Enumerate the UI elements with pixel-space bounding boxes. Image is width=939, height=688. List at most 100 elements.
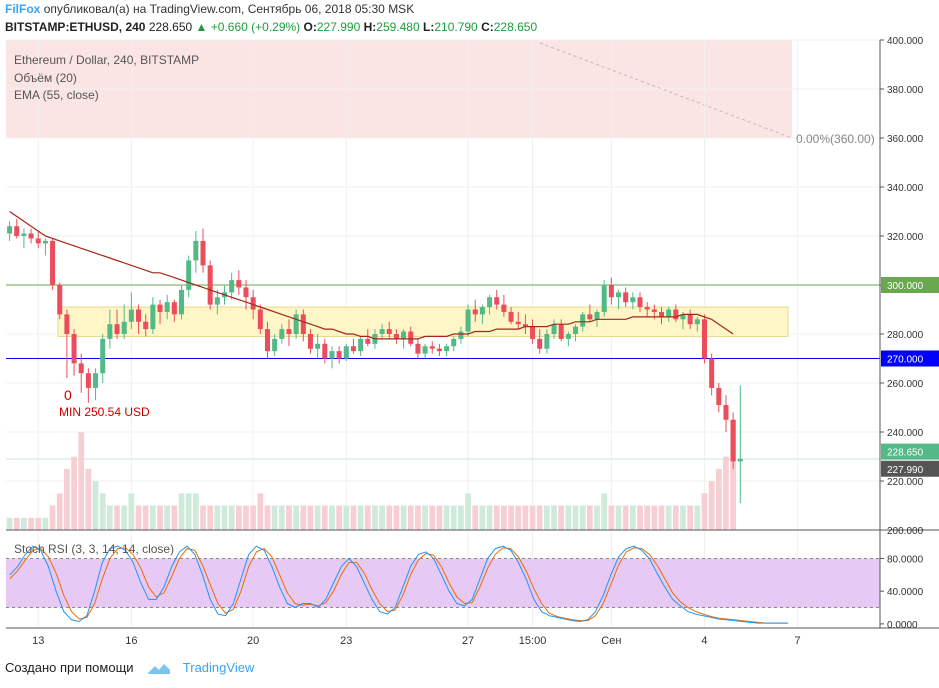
volume-bar	[723, 456, 729, 530]
candle-body	[673, 309, 679, 320]
volume-bar	[601, 493, 608, 530]
tradingview-logo-icon[interactable]	[147, 661, 171, 677]
candle-body	[386, 329, 392, 334]
volume-bar	[13, 517, 20, 530]
candle-body	[365, 338, 371, 344]
volume-bar	[107, 505, 113, 530]
candle-body	[637, 297, 643, 308]
candle-body	[100, 338, 106, 374]
candle-body	[472, 309, 478, 315]
candle-body	[436, 348, 442, 352]
footer: Создано при помощи TradingView	[5, 660, 254, 677]
candle-body	[623, 292, 629, 303]
badge-open-price: 227.990	[887, 465, 924, 476]
candle-body	[594, 311, 600, 320]
volume-bar	[694, 505, 701, 530]
volume-bar	[142, 505, 149, 530]
candle-body	[551, 324, 557, 334]
footer-brand[interactable]: TradingView	[182, 660, 255, 675]
y-tick-label: 240.000	[887, 428, 924, 439]
volume-bar	[429, 505, 436, 530]
volume-bar	[572, 505, 579, 530]
y-tick-label: 340.000	[887, 183, 924, 194]
candle-body	[236, 280, 242, 288]
badge-last-price: 228.650	[887, 448, 924, 459]
volume-bar	[658, 505, 665, 530]
candle-body	[558, 324, 564, 339]
candle-body	[709, 358, 715, 388]
x-tick-label: 20	[247, 635, 259, 647]
x-tick-label: 13	[32, 635, 44, 647]
low-value: 210.790	[434, 20, 478, 34]
volume-bar	[637, 505, 643, 530]
candle-body	[408, 331, 414, 344]
candle-body	[193, 240, 199, 261]
volume-bar	[665, 505, 672, 530]
badge-level-300-bg	[881, 277, 939, 293]
volume-bar	[171, 505, 178, 530]
volume-bar	[465, 493, 471, 530]
candle-body	[300, 314, 306, 334]
volume-bar	[486, 505, 493, 530]
author-name[interactable]: FilFox	[5, 2, 41, 16]
candle-body	[336, 351, 342, 359]
volume-bar	[35, 517, 42, 530]
stoch-y-tick-label: 40.0000	[887, 587, 924, 598]
change-arrow: ▲	[195, 20, 208, 34]
volume-bar	[235, 505, 242, 530]
volume-bar	[450, 505, 457, 530]
candle-body	[393, 334, 399, 339]
candle-body	[401, 331, 407, 339]
ema-55-line	[9, 211, 734, 340]
candle-body	[71, 334, 77, 364]
y-tick-label: 260.000	[887, 379, 924, 390]
badge-open-price-bg	[881, 460, 939, 477]
volume-bar	[64, 468, 70, 530]
candle-body	[350, 346, 356, 352]
candle-body	[315, 343, 321, 349]
candle-body	[171, 302, 177, 315]
volume-bar	[228, 505, 235, 530]
volume-bar	[672, 505, 679, 530]
candle-body	[444, 346, 450, 352]
candle-body	[701, 319, 707, 359]
symbol-label: BITSTAMP:ETHUSD, 240	[5, 20, 146, 34]
badge-last-price-bg	[881, 443, 939, 460]
volume-bar	[393, 505, 400, 530]
fib-trend-line	[539, 42, 793, 139]
candle-body	[465, 309, 471, 332]
candle-body	[608, 285, 614, 298]
candle-body	[243, 287, 249, 298]
x-tick-label: 27	[462, 635, 474, 647]
volume-bar	[49, 505, 56, 530]
candle-body	[329, 351, 335, 359]
candle-body	[630, 297, 636, 303]
volume-bar	[192, 493, 199, 530]
candle-body	[293, 314, 299, 334]
candle-body	[658, 311, 665, 317]
symbol-header: BITSTAMP:ETHUSD, 240 228.650 ▲ +0.660 (+…	[5, 20, 537, 34]
candle-body	[451, 338, 457, 347]
candle-body	[530, 326, 536, 339]
candle-body	[7, 226, 13, 234]
volume-bar	[558, 505, 565, 530]
candle-body	[128, 309, 134, 322]
candle-body	[14, 226, 20, 236]
volume-bar	[207, 505, 214, 530]
close-label: C:	[481, 20, 494, 34]
candle-body	[580, 314, 586, 327]
volume-bar	[579, 505, 586, 530]
volume-bar	[257, 493, 264, 530]
candle-body	[279, 329, 285, 339]
candle-body	[651, 309, 657, 312]
candle-body	[207, 265, 213, 305]
volume-bar	[458, 505, 464, 530]
candle-body	[415, 343, 421, 354]
volume-bar	[436, 505, 443, 530]
candle-body	[322, 343, 328, 359]
volume-bar	[300, 505, 307, 530]
candle-body	[730, 419, 736, 462]
candle-body	[200, 240, 206, 266]
stoch-k-line	[9, 545, 789, 624]
